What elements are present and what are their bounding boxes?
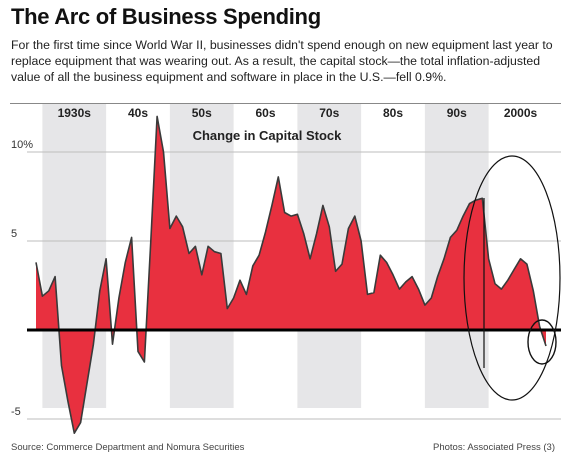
page-subtitle: For the first time since World War II, b… xyxy=(11,38,553,84)
decade-label: 60s xyxy=(255,106,275,120)
decade-label: 2000s xyxy=(504,106,538,120)
decade-label: 90s xyxy=(447,106,467,120)
decade-label: 40s xyxy=(128,106,148,120)
photo-credit: Photos: Associated Press (3) xyxy=(433,442,555,453)
page-title: The Arc of Business Spending xyxy=(11,4,321,29)
decade-label: 1930s xyxy=(58,106,92,120)
source-note: Source: Commerce Department and Nomura S… xyxy=(11,442,245,453)
capital-stock-line xyxy=(35,115,547,434)
capital-stock-area xyxy=(36,116,546,434)
decade-label: 80s xyxy=(383,106,403,120)
annotation-small-ellipse xyxy=(527,319,557,365)
y-tick-label: 5 xyxy=(11,228,17,240)
decade-label: 70s xyxy=(319,106,339,120)
chart-title: Change in Capital Stock xyxy=(193,128,343,143)
decade-label: 50s xyxy=(192,106,212,120)
y-tick-label: -5 xyxy=(11,406,21,418)
y-tick-label: 10% xyxy=(11,139,33,151)
annotation-large-ellipse xyxy=(463,155,561,401)
